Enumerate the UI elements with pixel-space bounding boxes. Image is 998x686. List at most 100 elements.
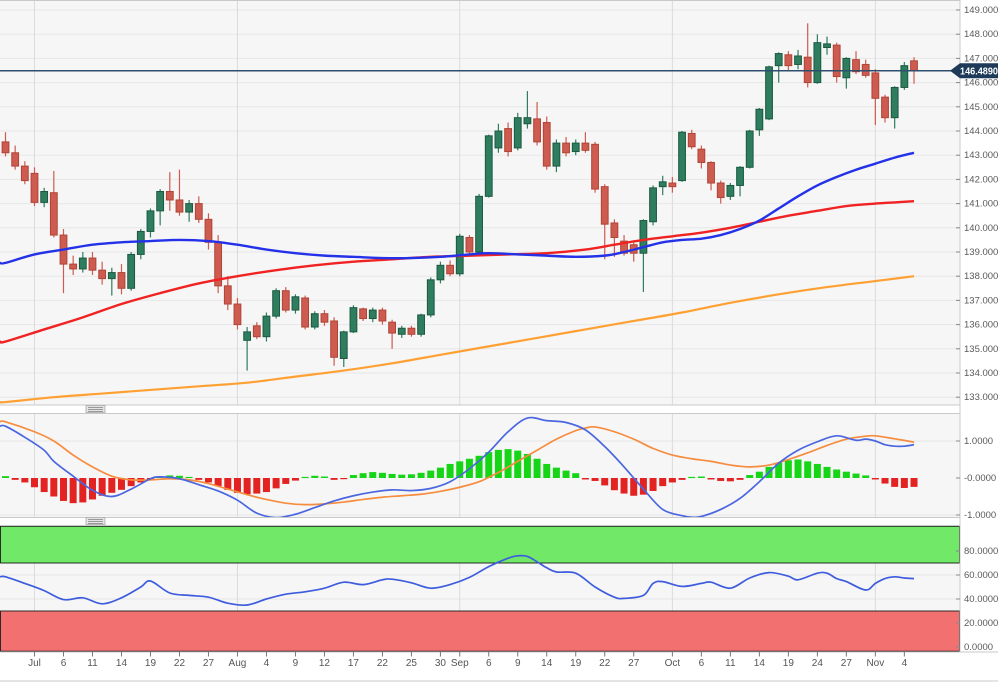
macd-bar (881, 478, 889, 484)
axis-label: 20.0000 (964, 618, 998, 629)
macd-bar (301, 476, 309, 479)
candle-body (185, 203, 194, 213)
candle-body (504, 128, 512, 153)
candle-body (359, 308, 368, 320)
pane-resize-handles[interactable] (85, 405, 106, 525)
macd-bar (543, 463, 551, 478)
macd-bar (504, 449, 512, 478)
candle-body (291, 296, 300, 311)
macd-bar (514, 450, 522, 478)
candle-body (107, 272, 116, 280)
axis-label: 136.0000 (964, 320, 998, 331)
candle-body (484, 135, 493, 197)
candle-body (765, 66, 773, 120)
macd-bar (2, 476, 9, 478)
time-axis-label: 17 (348, 658, 360, 669)
macd-bar (475, 455, 483, 478)
candle-body (668, 182, 677, 188)
candle-body (649, 187, 657, 223)
price-tag-shape (950, 63, 998, 79)
macd-bar (253, 478, 261, 494)
axis-label: 80.0000 (964, 546, 998, 557)
time-axis-label: 24 (812, 658, 824, 669)
macd-bar (291, 478, 299, 481)
axis-label: 0.0000 (964, 642, 993, 653)
time-axis-label: Nov (866, 658, 884, 669)
axis-label: 146.0000 (964, 78, 998, 89)
macd-bar (833, 469, 841, 478)
candle-body (513, 117, 522, 149)
candle-body (127, 253, 136, 289)
axis-label: 148.0000 (964, 29, 998, 40)
pane-resize-grip[interactable] (85, 517, 106, 525)
overbought-band (0, 525, 960, 564)
pane-resize-grip[interactable] (85, 405, 106, 413)
candle-body (881, 96, 889, 119)
rsi-pane[interactable] (0, 525, 960, 652)
candle-body (233, 303, 242, 326)
macd-bar (678, 478, 686, 480)
axis-label: 147.0000 (964, 53, 998, 64)
macd-bar (649, 478, 657, 491)
candle-body (223, 285, 232, 305)
rsi-line (0, 554, 915, 607)
time-axis-label: 6 (699, 658, 705, 669)
time-axis-label: 9 (293, 658, 299, 669)
macd-bar (630, 478, 638, 496)
macd-bar (804, 461, 812, 478)
ma-slow-orange-line (0, 275, 915, 404)
axis-label: 133.0000 (964, 392, 998, 403)
macd-bar (620, 478, 628, 494)
macd-bar (50, 478, 58, 497)
current-price-tag: 146.4890 (950, 63, 998, 79)
axis-label: 135.0000 (964, 344, 998, 355)
time-axis-label: 6 (61, 658, 67, 669)
macd-bar (726, 478, 734, 482)
axis-label: 137.0000 (964, 295, 998, 306)
macd-bar (311, 475, 319, 478)
time-axis-label: 6 (486, 658, 492, 669)
macd-bar (823, 466, 831, 478)
candle-body (40, 191, 49, 203)
main-price-pane[interactable] (0, 23, 960, 404)
candle-body (755, 108, 764, 131)
candle-body (49, 192, 58, 236)
macd-bar (330, 478, 338, 480)
candle-body (562, 142, 570, 154)
macd-bar (601, 478, 609, 486)
macd-bar (494, 449, 502, 478)
candle-body (803, 56, 812, 84)
macd-bar (214, 478, 222, 487)
candle-body (11, 152, 20, 167)
candle-body (243, 331, 252, 341)
macd-bar (40, 478, 48, 493)
macd-pane[interactable] (0, 416, 918, 518)
macd-bar (349, 475, 357, 478)
candle-body (98, 269, 107, 280)
macd-bar (794, 459, 802, 478)
time-axis-label: 9 (515, 658, 521, 669)
price-axis[interactable]: 149.0000 148.0000 147.0000 146.0000 145.0000… (956, 5, 998, 653)
axis-label: 145.0000 (964, 102, 998, 113)
macd-bar (697, 476, 705, 478)
axis-label: 1.0000 (964, 436, 993, 447)
time-axis[interactable]: Jul 6 11 14 19 22 27 Aug 4 9 12 17 22 25 30 Sep 6 9 14 19 22… (28, 652, 908, 669)
macd-bar (436, 467, 444, 478)
candle-body (436, 264, 445, 281)
macd-bar (272, 478, 280, 489)
macd-main-line (0, 416, 915, 518)
macd-bar (572, 473, 580, 478)
candle-body (542, 122, 551, 167)
axis-label: 143.0000 (964, 150, 998, 161)
candle-body (156, 191, 165, 212)
time-axis-label: Oct (665, 658, 681, 669)
macd-bar (485, 452, 493, 478)
candle-body (600, 186, 609, 225)
macd-bar (204, 478, 212, 483)
macd-bar (108, 478, 116, 493)
candle-body (20, 165, 29, 182)
candle-body (165, 191, 174, 201)
time-axis-label: 4 (264, 658, 270, 669)
macd-bar (446, 463, 454, 478)
candle-body (745, 130, 754, 168)
